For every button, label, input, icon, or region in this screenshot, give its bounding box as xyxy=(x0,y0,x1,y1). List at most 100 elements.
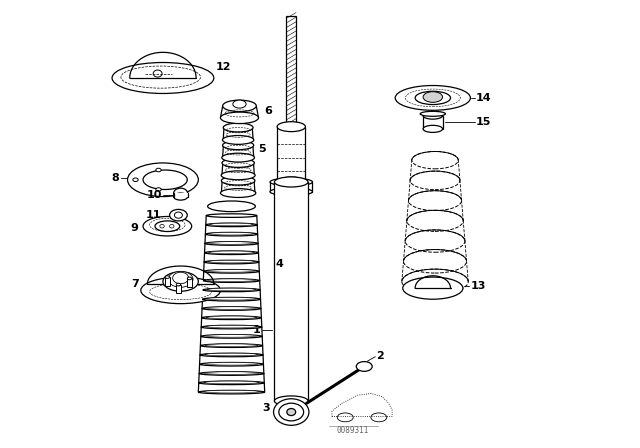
Ellipse shape xyxy=(143,216,192,236)
Ellipse shape xyxy=(204,362,259,365)
Text: 2: 2 xyxy=(376,351,384,361)
Ellipse shape xyxy=(423,125,442,133)
Ellipse shape xyxy=(415,91,451,104)
Bar xyxy=(270,182,312,192)
Ellipse shape xyxy=(207,279,255,281)
Ellipse shape xyxy=(205,251,259,254)
Ellipse shape xyxy=(210,223,253,226)
Ellipse shape xyxy=(127,163,198,197)
Ellipse shape xyxy=(200,362,264,366)
Ellipse shape xyxy=(173,188,188,199)
Text: 12: 12 xyxy=(216,62,232,72)
Ellipse shape xyxy=(204,260,259,264)
Ellipse shape xyxy=(204,381,259,383)
Bar xyxy=(165,277,170,286)
Ellipse shape xyxy=(176,283,180,286)
Ellipse shape xyxy=(208,270,255,272)
Ellipse shape xyxy=(168,271,193,287)
Text: 7: 7 xyxy=(131,279,139,289)
Ellipse shape xyxy=(170,224,174,228)
Bar xyxy=(173,194,188,197)
Bar xyxy=(176,284,180,293)
Ellipse shape xyxy=(200,353,263,357)
Ellipse shape xyxy=(371,413,387,422)
Bar xyxy=(188,278,192,287)
Text: 1: 1 xyxy=(253,325,260,335)
Ellipse shape xyxy=(420,112,445,116)
Ellipse shape xyxy=(199,381,264,385)
Ellipse shape xyxy=(202,307,261,310)
Text: 3: 3 xyxy=(262,403,270,413)
Text: 8: 8 xyxy=(112,172,120,182)
Ellipse shape xyxy=(175,212,182,218)
Text: 13: 13 xyxy=(470,281,486,291)
Ellipse shape xyxy=(205,241,258,245)
Ellipse shape xyxy=(198,390,265,394)
Ellipse shape xyxy=(207,201,255,211)
Ellipse shape xyxy=(204,270,259,273)
Ellipse shape xyxy=(221,171,255,180)
Text: 6: 6 xyxy=(264,106,272,116)
Bar xyxy=(286,16,296,127)
Ellipse shape xyxy=(204,390,260,393)
Ellipse shape xyxy=(223,123,253,132)
Ellipse shape xyxy=(287,409,296,416)
Ellipse shape xyxy=(204,279,260,282)
Ellipse shape xyxy=(205,233,258,236)
Ellipse shape xyxy=(209,242,254,244)
Ellipse shape xyxy=(221,189,256,198)
Ellipse shape xyxy=(209,233,253,235)
Ellipse shape xyxy=(205,335,258,337)
Ellipse shape xyxy=(205,353,259,356)
Text: 0089311: 0089311 xyxy=(337,426,369,435)
Ellipse shape xyxy=(207,307,257,309)
Text: 14: 14 xyxy=(476,93,492,103)
Bar xyxy=(423,116,442,129)
Ellipse shape xyxy=(173,272,189,284)
Ellipse shape xyxy=(133,178,138,181)
Ellipse shape xyxy=(209,251,255,254)
Ellipse shape xyxy=(207,297,256,300)
Text: 4: 4 xyxy=(276,259,284,269)
Ellipse shape xyxy=(170,209,188,221)
Ellipse shape xyxy=(202,316,261,319)
Ellipse shape xyxy=(153,70,162,77)
Bar xyxy=(275,182,308,401)
Ellipse shape xyxy=(223,135,254,144)
Ellipse shape xyxy=(277,122,305,132)
Ellipse shape xyxy=(163,272,198,291)
Text: 9: 9 xyxy=(131,223,139,233)
Ellipse shape xyxy=(201,335,262,338)
Ellipse shape xyxy=(201,325,262,329)
Ellipse shape xyxy=(199,372,264,375)
Ellipse shape xyxy=(273,399,309,425)
Ellipse shape xyxy=(188,277,192,280)
Ellipse shape xyxy=(206,325,257,328)
Ellipse shape xyxy=(205,344,258,346)
Ellipse shape xyxy=(141,277,220,304)
Ellipse shape xyxy=(275,396,308,406)
Ellipse shape xyxy=(403,277,463,299)
Ellipse shape xyxy=(223,100,256,112)
Ellipse shape xyxy=(221,176,255,185)
Ellipse shape xyxy=(208,260,255,263)
Text: 10: 10 xyxy=(146,190,162,200)
Ellipse shape xyxy=(200,344,262,348)
Ellipse shape xyxy=(356,362,372,371)
Ellipse shape xyxy=(220,112,259,124)
Ellipse shape xyxy=(275,177,308,187)
Ellipse shape xyxy=(165,276,170,278)
Ellipse shape xyxy=(206,223,257,227)
Ellipse shape xyxy=(270,188,312,196)
Ellipse shape xyxy=(173,193,188,200)
Ellipse shape xyxy=(206,214,257,217)
Ellipse shape xyxy=(206,316,257,319)
Ellipse shape xyxy=(143,170,188,190)
Ellipse shape xyxy=(222,153,255,162)
Text: 15: 15 xyxy=(476,117,492,127)
Ellipse shape xyxy=(203,288,260,292)
Bar xyxy=(277,127,305,182)
Ellipse shape xyxy=(233,100,246,108)
Ellipse shape xyxy=(223,141,253,150)
Bar xyxy=(294,189,300,197)
